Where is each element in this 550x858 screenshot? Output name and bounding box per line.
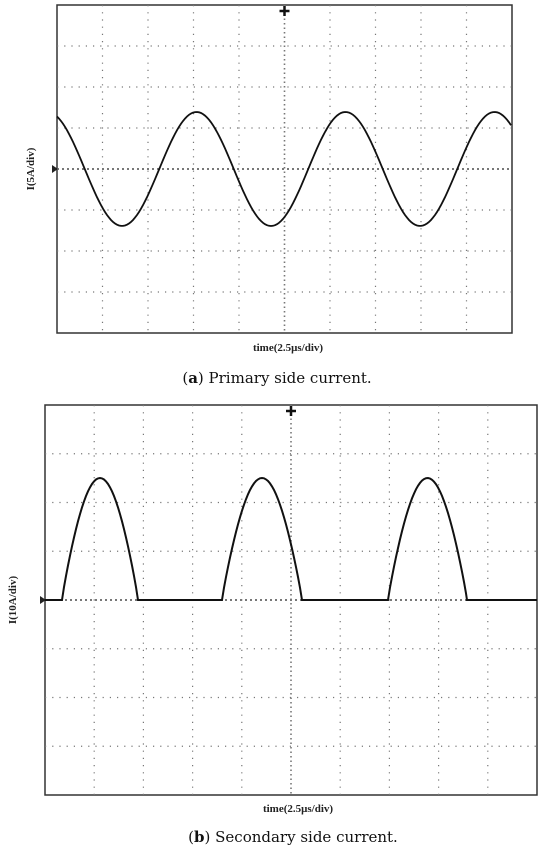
caption-open: ( <box>182 369 188 387</box>
caption: (a) Primary side current. <box>182 369 371 387</box>
x-axis-label: time(2.5μs/div) <box>263 803 333 815</box>
caption: (b) Secondary side current. <box>188 828 398 846</box>
caption-text: ) Secondary side current. <box>205 828 398 846</box>
caption-label: a <box>188 369 198 387</box>
y-axis-label: I(5A/div) <box>25 147 37 190</box>
caption-label: b <box>194 828 205 846</box>
trigger-marker <box>279 6 290 16</box>
caption-open: ( <box>188 828 194 846</box>
y-axis-label: I(10A/div) <box>7 576 19 625</box>
caption-text: ) Primary side current. <box>198 369 372 387</box>
trigger-marker <box>286 406 296 416</box>
x-axis-label: time(2.5μs/div) <box>253 342 323 354</box>
ground-marker <box>40 596 46 604</box>
ground-marker <box>52 165 58 173</box>
waveform <box>56 111 512 227</box>
waveform <box>45 476 537 601</box>
